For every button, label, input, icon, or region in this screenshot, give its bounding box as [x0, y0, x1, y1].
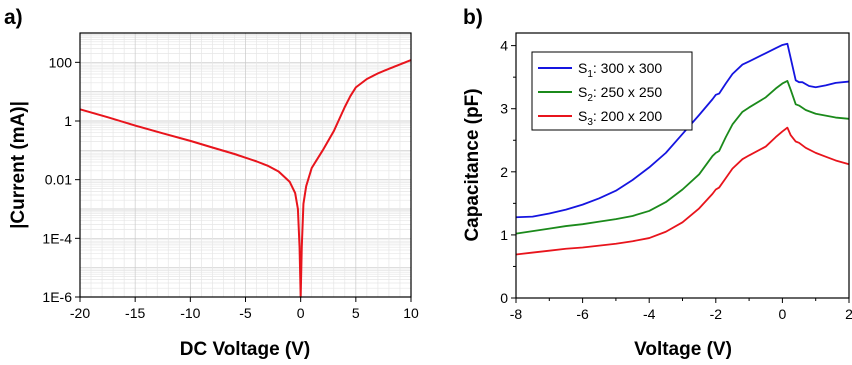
panel-b: b) -8 -6 -4 -2 0 2 0 1 2 3 4 S1: 300 x 300 S2: 250… — [462, 6, 852, 360]
panel-a-grid — [79, 33, 412, 298]
y-tick-label: 1 — [500, 227, 508, 243]
x-tick-label: -8 — [510, 306, 523, 322]
x-tick-label: -2 — [710, 306, 723, 322]
panel-a-x-axis-label: DC Voltage (V) — [180, 339, 311, 360]
x-tick-label: -20 — [70, 305, 90, 321]
panel-a: a) -20 -15 -10 -5 0 5 10 1E-6 1E-4 0.01 1 100 DC V… — [4, 6, 419, 360]
x-tick-label: 10 — [403, 305, 419, 321]
legend-label-s1: S1: 300 x 300 — [578, 60, 662, 80]
x-tick-label: 0 — [297, 305, 305, 321]
series-line-s2 — [515, 80, 850, 235]
y-tick-label: 0.01 — [45, 172, 72, 188]
legend-label-s2: S2: 250 x 250 — [578, 84, 662, 104]
panel-b-y-ticks: 0 1 2 3 4 — [500, 38, 516, 306]
series-line-s3 — [515, 126, 850, 256]
legend-label-s3: S3: 200 x 200 — [578, 108, 662, 128]
x-tick-label: -15 — [125, 305, 145, 321]
y-tick-label: 1E-6 — [42, 289, 72, 305]
y-tick-label: 100 — [49, 54, 73, 70]
y-tick-label: 1E-4 — [42, 230, 72, 246]
y-tick-label: 2 — [500, 164, 508, 180]
panel-a-label: a) — [4, 6, 23, 29]
panel-b-label: b) — [463, 6, 483, 29]
series-line-s1 — [515, 42, 850, 219]
y-tick-label: 3 — [500, 101, 508, 117]
x-tick-label: -5 — [239, 305, 252, 321]
y-tick-label: 0 — [500, 290, 508, 306]
panel-b-y-axis-label: Capacitance (pF) — [462, 88, 483, 241]
x-tick-label: 2 — [845, 306, 852, 322]
panel-a-y-axis-label: |Current (mA)| — [8, 101, 29, 229]
x-tick-label: -6 — [576, 306, 589, 322]
x-tick-label: 0 — [779, 306, 787, 322]
panel-a-y-ticks: 1E-6 1E-4 0.01 1 100 — [42, 54, 80, 305]
panel-b-x-axis-label: Voltage (V) — [634, 339, 732, 360]
y-tick-label: 1 — [64, 113, 72, 129]
x-tick-label: -4 — [643, 306, 656, 322]
x-tick-label: -10 — [180, 305, 200, 321]
panel-b-series — [515, 42, 850, 256]
panel-a-x-ticks: -20 -15 -10 -5 0 5 10 — [70, 297, 419, 321]
x-tick-label: 5 — [352, 305, 360, 321]
panel-b-x-ticks: -8 -6 -4 -2 0 2 — [510, 298, 852, 322]
panel-b-legend: S1: 300 x 300 S2: 250 x 250 S3: 200 x 200 — [531, 51, 693, 131]
y-tick-label: 4 — [500, 38, 508, 54]
